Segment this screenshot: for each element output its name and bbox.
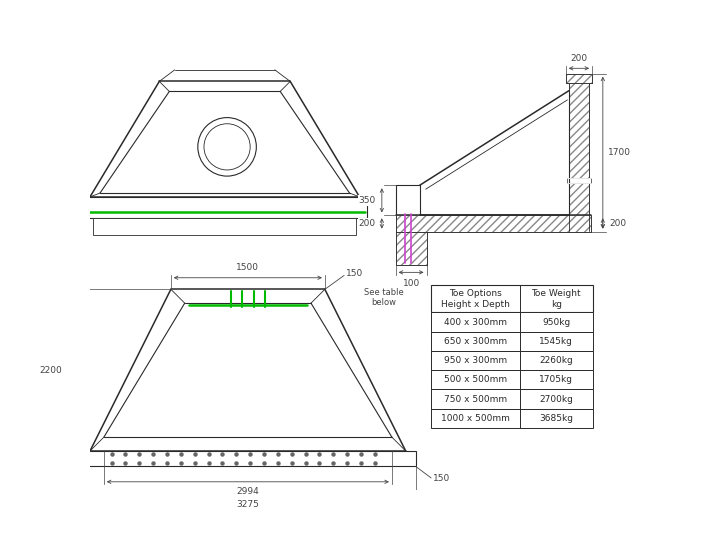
Text: 150: 150 [433,474,450,483]
Bar [431,389,593,409]
Text: 500 x 500mm: 500 x 500mm [444,375,507,384]
Text: 750 x 500mm: 750 x 500mm [444,394,507,404]
Polygon shape [566,74,592,83]
Text: 350: 350 [359,196,376,205]
Text: 3685kg: 3685kg [539,414,573,423]
Text: Toe Weight
kg: Toe Weight kg [532,289,581,309]
Bar [83,197,367,218]
Polygon shape [569,83,589,231]
Text: 2200: 2200 [40,366,62,375]
Text: 3275: 3275 [237,499,259,509]
Bar [431,332,593,351]
Ellipse shape [204,124,250,170]
Text: 2260kg: 2260kg [539,356,573,365]
Bar [567,178,592,183]
Bar [80,451,416,466]
Polygon shape [395,232,426,265]
Text: 1000 x 500mm: 1000 x 500mm [441,414,510,423]
Ellipse shape [198,118,256,176]
Text: 950kg: 950kg [542,317,570,327]
Text: 950 x 300mm: 950 x 300mm [444,356,507,365]
Text: 1545kg: 1545kg [539,337,573,346]
Bar [431,285,593,312]
Text: 2700kg: 2700kg [539,394,573,404]
Text: 1500: 1500 [237,263,259,272]
Text: 1700: 1700 [609,148,631,157]
Text: 200: 200 [570,54,587,63]
Text: 2994: 2994 [237,487,259,496]
Text: Toe Options
Height x Depth: Toe Options Height x Depth [441,289,510,309]
Bar [431,351,593,370]
Bar [431,409,593,428]
Text: 650 x 300mm: 650 x 300mm [444,337,507,346]
Text: 1705kg: 1705kg [539,375,573,384]
Text: 150: 150 [346,270,363,278]
Bar [431,370,593,389]
Text: 200: 200 [609,219,626,228]
Text: See table
below: See table below [364,288,404,307]
Text: 400 x 300mm: 400 x 300mm [444,317,507,327]
Text: 200: 200 [359,219,376,228]
Bar [431,312,593,332]
Polygon shape [395,216,590,232]
Bar [93,218,357,235]
Text: 100: 100 [402,278,420,288]
